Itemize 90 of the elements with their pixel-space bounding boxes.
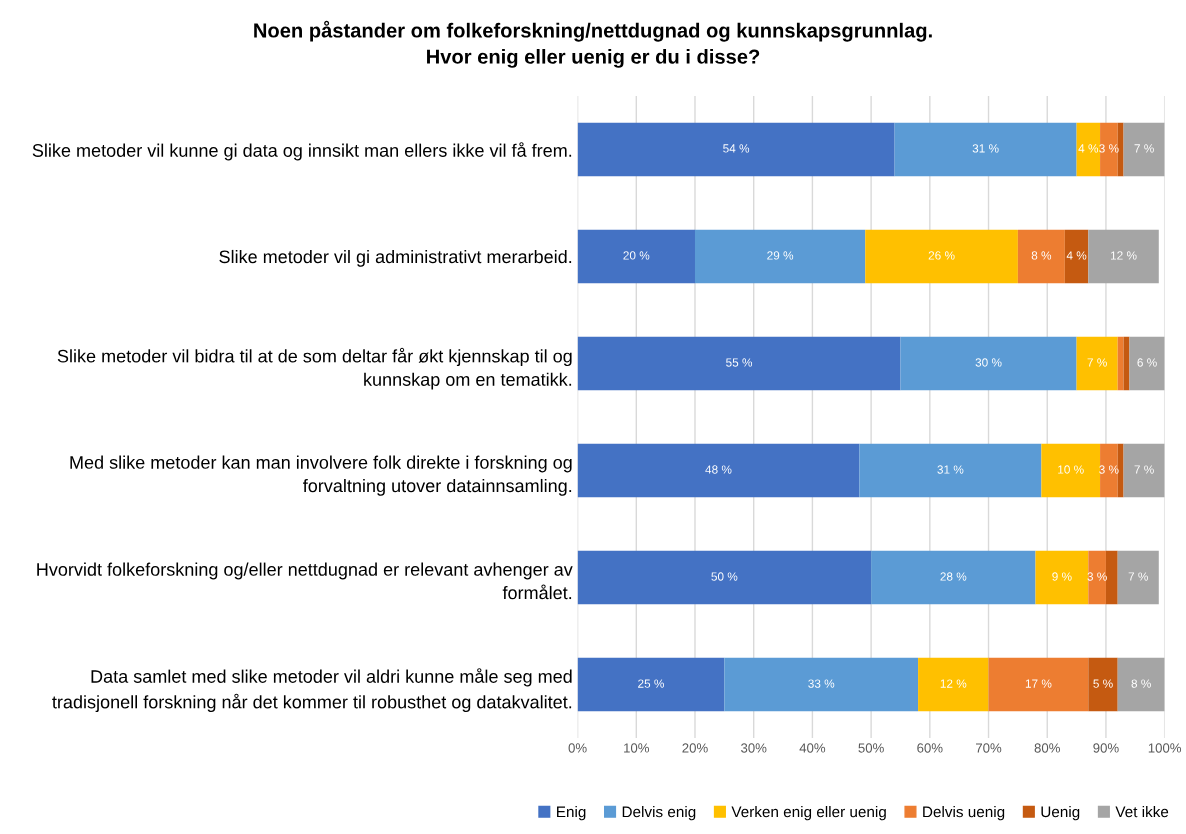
data-label: 29 %: [767, 251, 794, 260]
bar: [577, 550, 872, 605]
data-label: 3 %: [1087, 572, 1107, 581]
data-label: 25 %: [638, 679, 664, 688]
bar: [1064, 229, 1089, 284]
bar: [577, 443, 860, 498]
bar: [577, 122, 895, 177]
data-label: 3 %: [1099, 465, 1119, 474]
bar: [1117, 336, 1124, 391]
bar: [859, 443, 1042, 498]
x-tick-label: 80%: [1034, 743, 1060, 753]
bar: [724, 657, 919, 712]
bar: [1076, 336, 1118, 391]
x-tick-label: 40%: [799, 743, 826, 753]
data-label: 10 %: [1058, 465, 1084, 474]
y-tick-label: Slike metoder vil gi administrativt merarbeid.: [219, 249, 572, 267]
legend-label: Uenig: [1041, 806, 1080, 821]
data-label: 12 %: [940, 679, 967, 688]
data-label: 8 %: [1031, 251, 1052, 260]
x-tick-label: 100%: [1148, 743, 1182, 753]
bar: [1088, 229, 1159, 284]
x-tick-label: 0%: [568, 743, 587, 753]
legend-label: Enig: [557, 806, 586, 821]
chart-title: Noen påstander om folkeforskning/nettdugnad og kunnskapsgrunnlag. Hvor enig eller uenig er du i disse?: [254, 20, 932, 68]
bar: [894, 122, 1077, 177]
x-tick-label: 20%: [682, 743, 708, 753]
data-label: 33 %: [808, 679, 835, 688]
x-tick-label: 60%: [917, 743, 943, 753]
y-tick-label: Slike metoder vil bidra til at de som deltar får økt kjennskap til og kunnskap om en tematikk.: [57, 347, 572, 390]
bar: [1088, 550, 1106, 605]
x-tick-label: 50%: [858, 743, 884, 753]
bar: [577, 336, 901, 391]
x-tick-label: 30%: [741, 743, 767, 753]
data-label: 4 %: [1078, 144, 1099, 153]
bar: [1100, 443, 1118, 498]
legend-label: Vet ikke: [1115, 806, 1169, 818]
data-label: 54 %: [723, 144, 750, 153]
data-label: 4 %: [1066, 251, 1087, 260]
data-label: 55 %: [726, 358, 753, 367]
bar: [1100, 122, 1118, 177]
data-label: 7 %: [1134, 144, 1154, 153]
data-label: 3 %: [1099, 144, 1119, 153]
data-label: 28 %: [940, 572, 967, 581]
data-label: 6 %: [1137, 358, 1157, 367]
bar: [577, 229, 695, 284]
data-label: 5 %: [1093, 679, 1113, 688]
x-tick-label: 90%: [1093, 743, 1119, 753]
bar: [1129, 336, 1165, 391]
data-label: 7 %: [1087, 358, 1107, 367]
data-label: 12 %: [1111, 251, 1137, 260]
data-label: 7 %: [1134, 465, 1154, 474]
bar: [695, 229, 866, 284]
x-tick-label: 10%: [624, 743, 650, 753]
data-label: 7 %: [1128, 572, 1148, 581]
data-label: 17 %: [1025, 679, 1052, 688]
bar: [1105, 550, 1118, 605]
data-label: 50 %: [711, 572, 738, 581]
y-tick-label: Data samlet med slike metoder vil aldri kunne måle seg med tradisjonell forskning når det kommer til robusthet og datakvalitet.: [52, 668, 572, 713]
bar: [577, 657, 725, 712]
data-label: 8 %: [1131, 679, 1151, 688]
bar: [1041, 443, 1101, 498]
bar: [918, 657, 989, 712]
x-tick-label: 70%: [976, 743, 1002, 753]
data-label: 26 %: [928, 251, 955, 260]
bar: [1035, 550, 1089, 605]
bar: [871, 550, 1036, 605]
legend-label: Delvis enig: [622, 806, 696, 821]
y-tick-label: Hvorvidt folkeforskning og/eller nettdugnad er relevant avhenger av formålet.: [37, 562, 573, 600]
data-label: 20 %: [623, 251, 650, 260]
y-tick-label: Med slike metoder kan man involvere folk direkte i forskning og forvaltning utover datainnsamling.: [70, 455, 572, 496]
bar: [1117, 550, 1159, 605]
bar: [1088, 657, 1118, 712]
bar: [1123, 122, 1165, 177]
legend-label: Delvis uenig: [923, 806, 1005, 821]
bar: [1117, 657, 1165, 712]
bar: [1117, 122, 1124, 177]
bar: [1017, 229, 1065, 284]
data-label: 31 %: [937, 465, 964, 474]
data-label: 9 %: [1052, 572, 1072, 581]
bar: [900, 336, 1077, 391]
data-label: 30 %: [975, 358, 1002, 367]
data-label: 48 %: [705, 465, 732, 474]
y-tick-label: Slike metoder vil kunne gi data og innsikt man ellers ikke vil få frem.: [32, 142, 572, 161]
legend-label: Verken enig eller uenig: [731, 806, 886, 821]
bar: [865, 229, 1018, 284]
bar: [988, 657, 1089, 712]
bar: [1123, 443, 1165, 498]
bar: [1076, 122, 1101, 177]
bar: [1117, 443, 1124, 498]
data-label: 31 %: [972, 144, 999, 153]
